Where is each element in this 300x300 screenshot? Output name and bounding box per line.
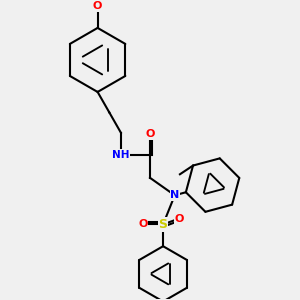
Text: O: O	[174, 214, 184, 224]
Text: N: N	[170, 190, 179, 200]
Text: NH: NH	[112, 149, 130, 160]
Text: O: O	[93, 1, 102, 11]
Text: O: O	[145, 129, 155, 139]
Text: S: S	[159, 218, 168, 231]
Text: O: O	[138, 219, 147, 230]
